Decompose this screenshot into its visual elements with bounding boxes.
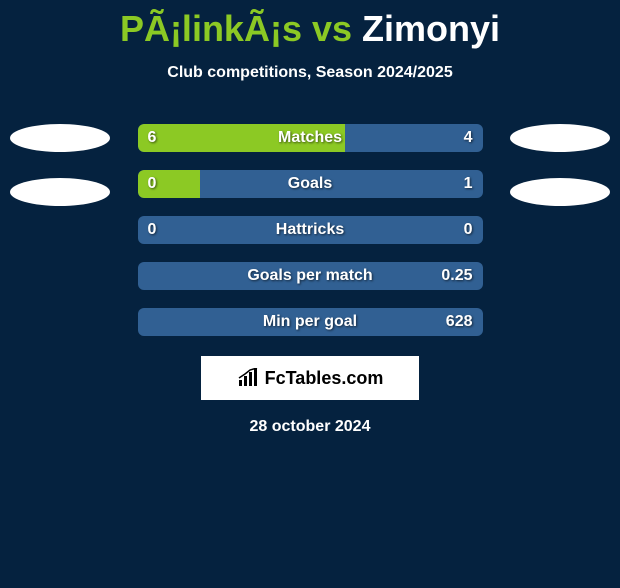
subtitle: Club competitions, Season 2024/2025	[0, 64, 620, 82]
avatar	[510, 178, 610, 206]
chart-icon	[237, 368, 261, 388]
bar-right-value: 628	[446, 313, 473, 331]
stat-bar-hattricks: 0 Hattricks 0	[138, 216, 483, 244]
bar-right-value: 0.25	[441, 267, 472, 285]
bar-label: Min per goal	[263, 313, 357, 331]
player2-name: Zimonyi	[362, 8, 500, 49]
bar-label: Hattricks	[276, 221, 344, 239]
avatar	[510, 124, 610, 152]
bar-left-value: 6	[148, 129, 157, 147]
bar-right-value: 4	[464, 129, 473, 147]
stat-bar-goals: 0 Goals 1	[138, 170, 483, 198]
bar-label: Goals	[288, 175, 332, 193]
bars-container: 6 Matches 4 0 Goals 1 0 Hattricks 0 Goal…	[138, 124, 483, 336]
player1-name: PÃ¡linkÃ¡s	[120, 8, 302, 49]
vs-text: vs	[312, 8, 352, 49]
stat-bar-min-per-goal: Min per goal 628	[138, 308, 483, 336]
stat-bar-goals-per-match: Goals per match 0.25	[138, 262, 483, 290]
comparison-content: 6 Matches 4 0 Goals 1 0 Hattricks 0 Goal…	[0, 124, 620, 436]
date-text: 28 october 2024	[0, 418, 620, 436]
avatar	[10, 178, 110, 206]
bar-left-value: 0	[148, 175, 157, 193]
logo-box[interactable]: FcTables.com	[201, 356, 419, 400]
avatars-right	[510, 124, 610, 206]
stat-bar-matches: 6 Matches 4	[138, 124, 483, 152]
page-title: PÃ¡linkÃ¡s vs Zimonyi	[0, 8, 620, 50]
avatars-left	[10, 124, 110, 206]
bar-label: Goals per match	[247, 267, 372, 285]
logo-inner: FcTables.com	[237, 368, 384, 389]
bar-label: Matches	[278, 129, 342, 147]
bar-right-value: 0	[464, 221, 473, 239]
bar-right-value: 1	[464, 175, 473, 193]
logo-text: FcTables.com	[265, 368, 384, 389]
bar-left-value: 0	[148, 221, 157, 239]
avatar	[10, 124, 110, 152]
